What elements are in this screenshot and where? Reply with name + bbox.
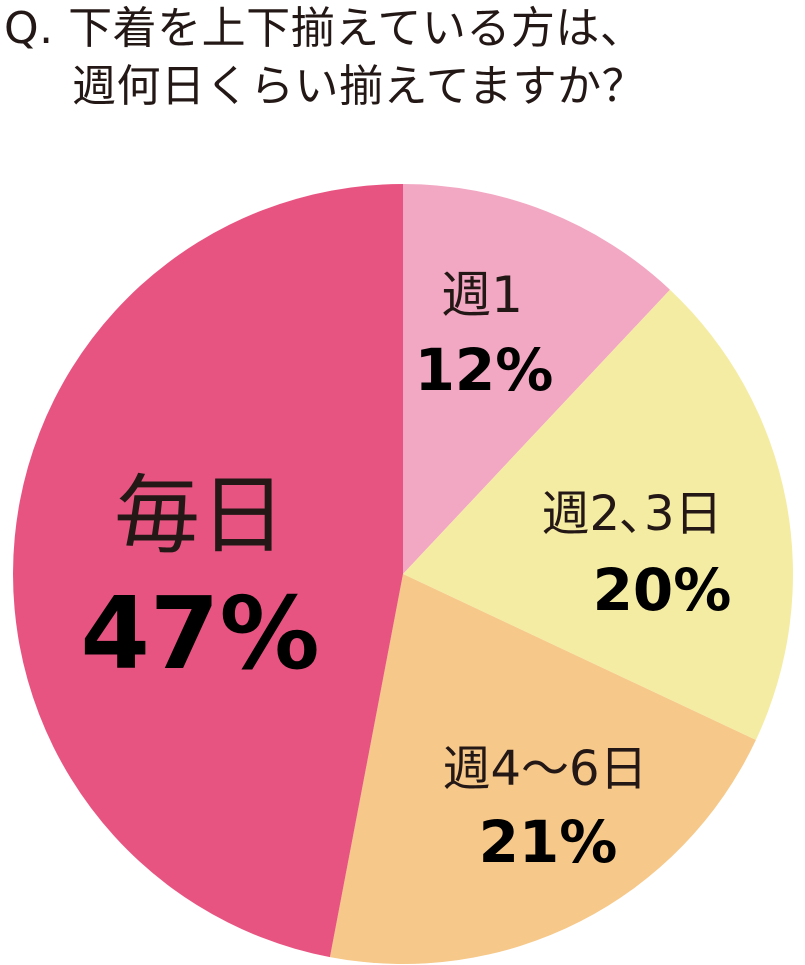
slice-value-week-1: 12% [415,336,554,404]
slice-labels: 週1 12% 週2､3日 20% 週4～6日 21% 毎日 47% [80,266,731,876]
slice-value-every-day: 47% [80,575,319,692]
chart-title: Q. 下着を上下揃えている方は、 週何日くらい揃えてますか？ [4,0,804,116]
slice-label-every-day: 毎日 [114,466,286,566]
pie-slices [12,184,794,964]
pie-slice-week-2-3 [403,289,794,741]
slice-value-week-2-3: 20% [593,556,732,624]
chart-title-line-2: 週何日くらい揃えてますか？ [72,61,647,112]
slice-value-week-4-6: 21% [479,808,618,876]
slice-label-week-1: 週1 [441,266,523,324]
pie-slice-week-4-6 [329,574,756,964]
slice-label-week-4-6: 週4～6日 [442,741,647,797]
slice-label-week-2-3: 週2､3日 [541,486,722,542]
pie-slice-week-1 [403,184,670,574]
pie-slice-every-day [12,184,404,958]
chart-title-line-1: Q. 下着を上下揃えている方は、 [4,3,645,54]
